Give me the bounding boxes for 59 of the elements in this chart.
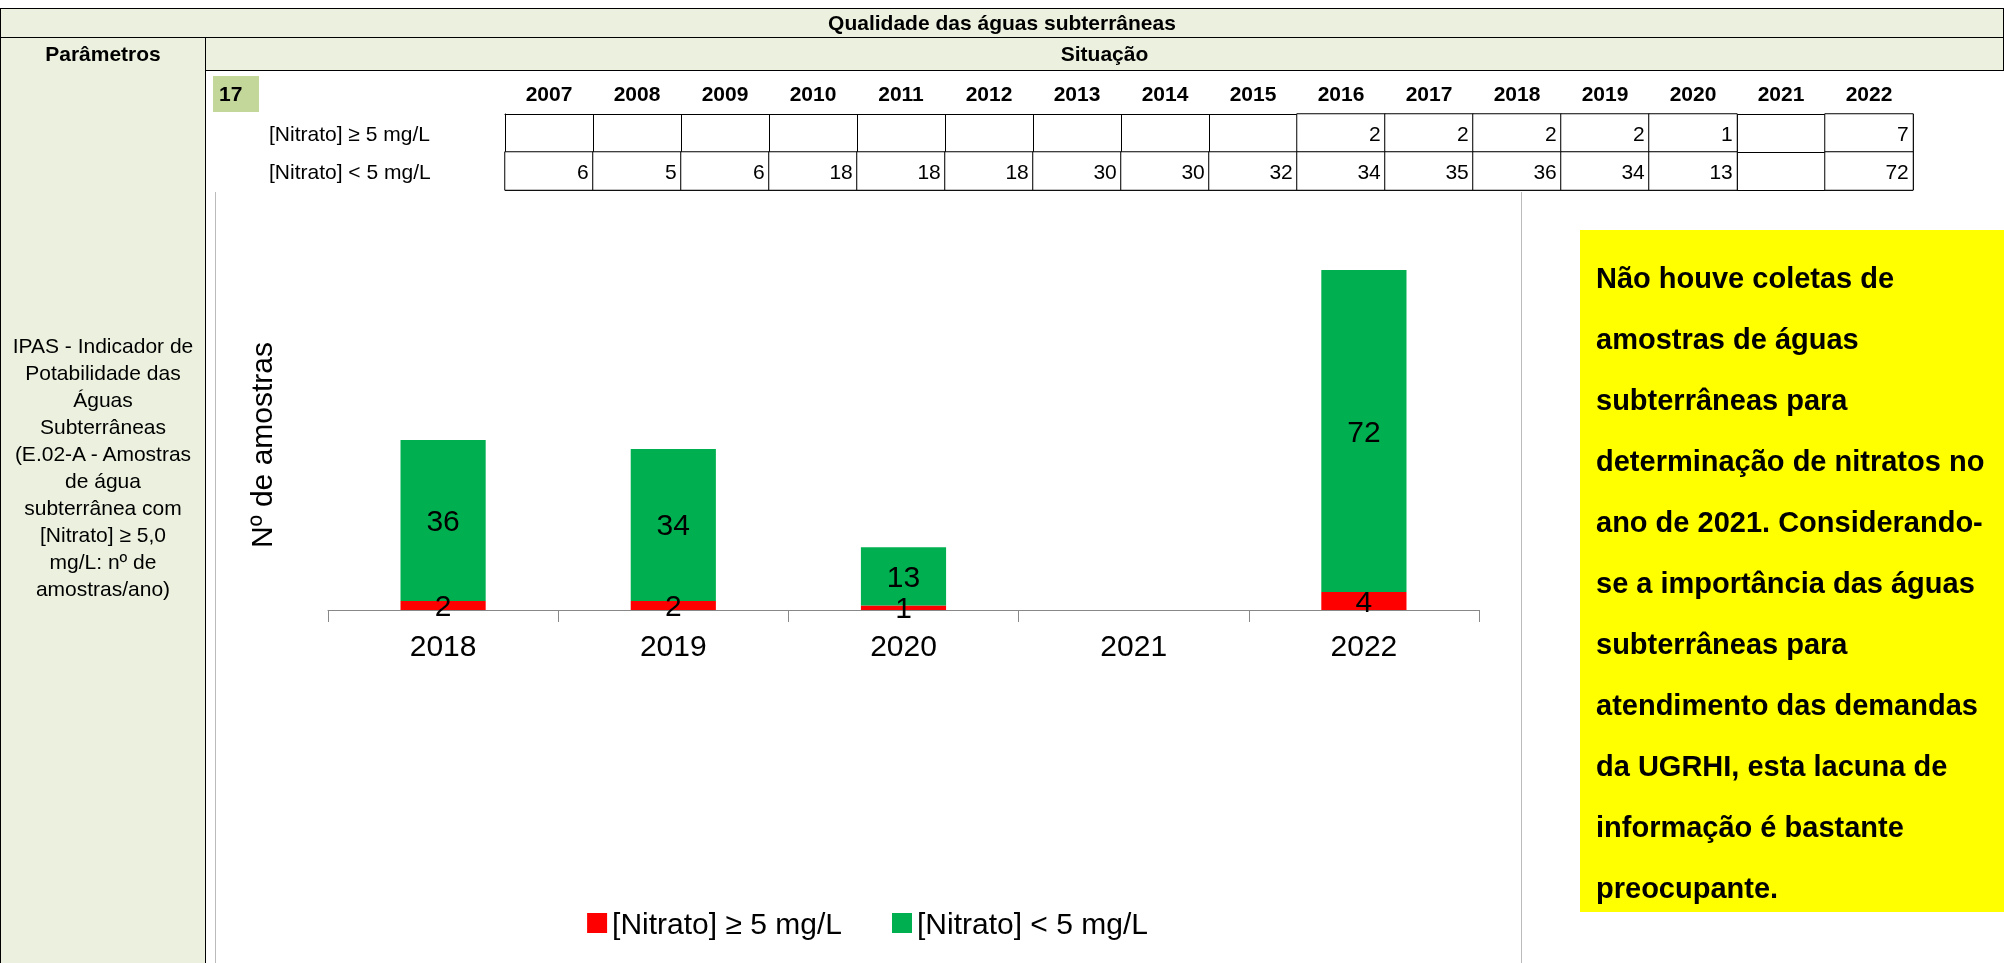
y-axis-title: Nº de amostras xyxy=(244,342,278,549)
legend-label: [Nitrato] < 5 mg/L xyxy=(916,906,1148,940)
text: 17 xyxy=(213,76,259,112)
text: Não houve coletas de amostras de águas subterrâneas para determinação de nitratos no ano de 2021. Considerando-se a importância das águas subterrâneas para atendimento das demandas da UGRHI, esta lacuna de informação é bastante preocupante. xyxy=(1596,262,1985,904)
data-label: 5 xyxy=(665,159,677,183)
chart-title: Qualidade das águas subterrâneas xyxy=(0,8,2004,38)
data-label: 4 xyxy=(1355,584,1373,618)
legend-label: [Nitrato] ≥ 5 mg/L xyxy=(612,906,842,940)
text: IPAS - Indicador de Potabilidade das Águas Subterrâneas (E.02-A - Amostras de água subterrânea com [Nitrato] ≥ 5,0 mg/L: nº de amostras/ano) xyxy=(12,334,194,600)
x-tick-label: 2012 xyxy=(965,82,1013,105)
x-tick-label: 2020 xyxy=(1669,82,1717,105)
data-label: 35 xyxy=(1445,159,1469,183)
data-label: 34 xyxy=(1357,159,1382,183)
data-label: 30 xyxy=(1181,159,1205,183)
x-tick-label: 2019 xyxy=(1581,82,1629,105)
data-label: 2 xyxy=(1633,121,1645,145)
x-tick-label: 2018 xyxy=(409,628,477,662)
data-label: 34 xyxy=(1621,159,1646,183)
x-tick-label: 2021 xyxy=(1100,628,1168,662)
x-tick-label: 2022 xyxy=(1330,628,1398,662)
data-label: 7 xyxy=(1897,121,1909,145)
data-label: 1 xyxy=(895,591,912,625)
x-tick-label: 2018 xyxy=(1493,82,1541,105)
data-label: 13 xyxy=(886,559,921,593)
data-label: 30 xyxy=(1093,159,1117,183)
x-tick-label: 2022 xyxy=(1845,82,1893,105)
text: Parâmetros xyxy=(0,37,206,71)
data-label: 72 xyxy=(1885,159,1909,183)
data-label: 36 xyxy=(1533,159,1557,183)
data-label: 18 xyxy=(917,159,941,183)
x-tick-label: 2011 xyxy=(878,82,925,105)
x-tick-label: 2013 xyxy=(1053,82,1101,105)
data-label: 18 xyxy=(1005,159,1029,183)
data-label: 2 xyxy=(1369,121,1381,145)
data-label: 2 xyxy=(1457,121,1469,145)
bar xyxy=(1321,592,1407,610)
data-label: 2 xyxy=(1545,121,1557,145)
data-label: 1 xyxy=(1721,121,1733,145)
x-tick-label: 2017 xyxy=(1405,82,1453,105)
x-tick-label: 2021 xyxy=(1757,82,1805,105)
data-label: 36 xyxy=(426,504,460,537)
x-tick-label: 2010 xyxy=(789,82,837,105)
x-tick-label: 2009 xyxy=(701,82,749,105)
x-tick-label: 2015 xyxy=(1229,82,1277,105)
data-label: 34 xyxy=(656,508,690,542)
data-label: 32 xyxy=(1269,159,1293,183)
x-tick-label: 2019 xyxy=(639,628,707,662)
x-tick-label: 2014 xyxy=(1141,82,1189,105)
x-tick-label: 2020 xyxy=(870,628,937,662)
text: Situação xyxy=(205,37,2004,71)
data-label: 6 xyxy=(753,159,765,183)
data-label: 72 xyxy=(1347,414,1381,448)
data-label: 6 xyxy=(577,159,589,183)
x-tick-label: 2008 xyxy=(613,82,661,105)
x-tick-label: 2016 xyxy=(1317,82,1365,105)
bar xyxy=(1321,269,1407,593)
data-label: 13 xyxy=(1709,159,1733,183)
data-label: 18 xyxy=(829,159,853,183)
x-tick-label: 2007 xyxy=(525,82,573,105)
